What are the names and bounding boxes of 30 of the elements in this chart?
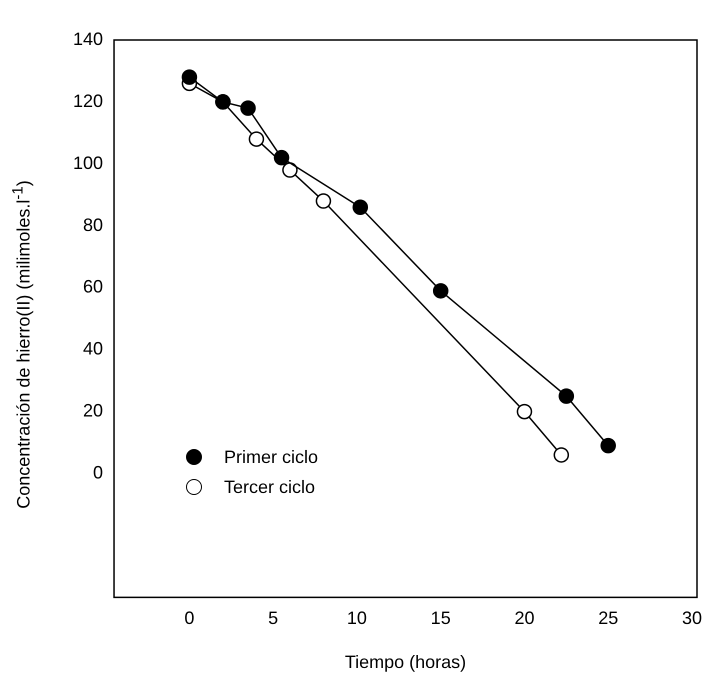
x-axis-title: Tiempo (horas) — [344, 652, 468, 674]
y-tick-label: 60 — [83, 276, 104, 297]
point — [316, 193, 332, 209]
y-tick-label: 120 — [72, 90, 104, 111]
x-tick-label: 10 — [346, 608, 367, 628]
point — [248, 131, 264, 147]
point — [282, 162, 298, 178]
x-tick-label: 5 — [268, 608, 278, 628]
point — [558, 388, 574, 404]
point — [516, 404, 532, 420]
point — [352, 199, 368, 215]
point — [554, 447, 570, 463]
point — [274, 150, 290, 166]
point — [432, 283, 448, 299]
point — [600, 438, 616, 454]
legend-label: Primer ciclo — [224, 446, 318, 468]
legend-label: Tercer ciclo — [224, 476, 316, 498]
point — [182, 69, 198, 85]
y-tick-label: 140 — [72, 28, 104, 49]
y-tick-label: 0 — [93, 462, 104, 482]
x-tick-label: 0 — [184, 608, 194, 628]
x-tick-label: 20 — [514, 608, 534, 628]
x-tick-label: 30 — [682, 608, 702, 628]
y-tick-label: 80 — [83, 214, 104, 235]
y-tick-label: 20 — [83, 400, 104, 421]
point — [240, 100, 256, 116]
x-tick-label: 15 — [430, 608, 451, 628]
y-tick-label: 40 — [83, 338, 104, 359]
y-tick-label: 100 — [72, 152, 104, 173]
x-tick-label: 25 — [598, 608, 618, 628]
